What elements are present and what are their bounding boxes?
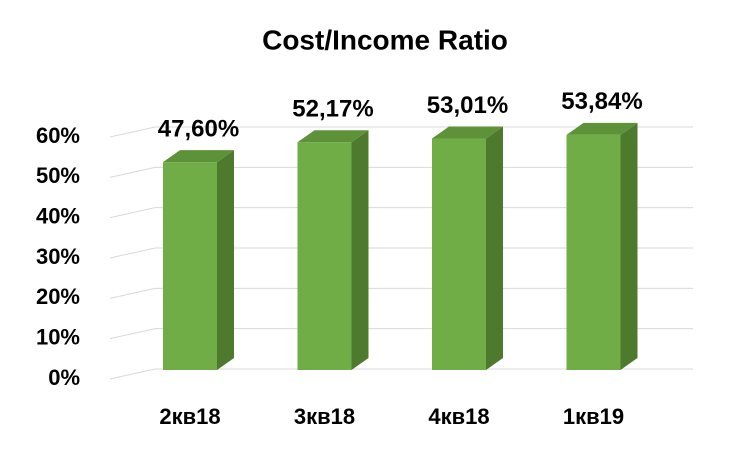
value-label: 47,60%: [158, 115, 239, 142]
chart-title: Cost/Income Ratio: [262, 24, 508, 55]
value-label: 53,01%: [427, 92, 508, 119]
value-label: 53,84%: [561, 88, 642, 115]
bar-top: [163, 150, 234, 163]
grid-line: [109, 287, 693, 299]
bar: [432, 138, 486, 370]
bar-side: [620, 122, 638, 370]
x-tick-label: 2кв18: [159, 404, 220, 429]
grid-line: [109, 328, 693, 340]
y-tick-label: 10%: [36, 324, 80, 349]
y-tick-label: 30%: [36, 244, 80, 269]
y-tick-label: 50%: [36, 163, 80, 188]
bar-side: [351, 130, 369, 370]
x-tick-label: 1кв19: [563, 404, 624, 429]
grid-line: [109, 166, 693, 178]
grid-line: [109, 247, 693, 259]
bar: [297, 142, 352, 370]
bar-top: [566, 122, 638, 135]
bar: [566, 134, 621, 370]
y-tick-label: 20%: [36, 284, 80, 309]
y-tick-label: 0%: [48, 365, 80, 390]
grid-line: [109, 126, 693, 138]
value-label: 52,17%: [292, 96, 373, 123]
bar-side: [217, 150, 234, 370]
y-tick-label: 40%: [36, 203, 80, 228]
bar-top: [432, 126, 503, 139]
x-tick-label: 3кв18: [294, 404, 355, 429]
bar: [163, 162, 217, 370]
bar-side: [486, 126, 503, 370]
x-tick-label: 4кв18: [428, 404, 489, 429]
grid-line: [109, 368, 693, 380]
bar-top: [297, 130, 369, 143]
y-tick-label: 60%: [36, 123, 80, 148]
grid-line: [109, 207, 693, 219]
